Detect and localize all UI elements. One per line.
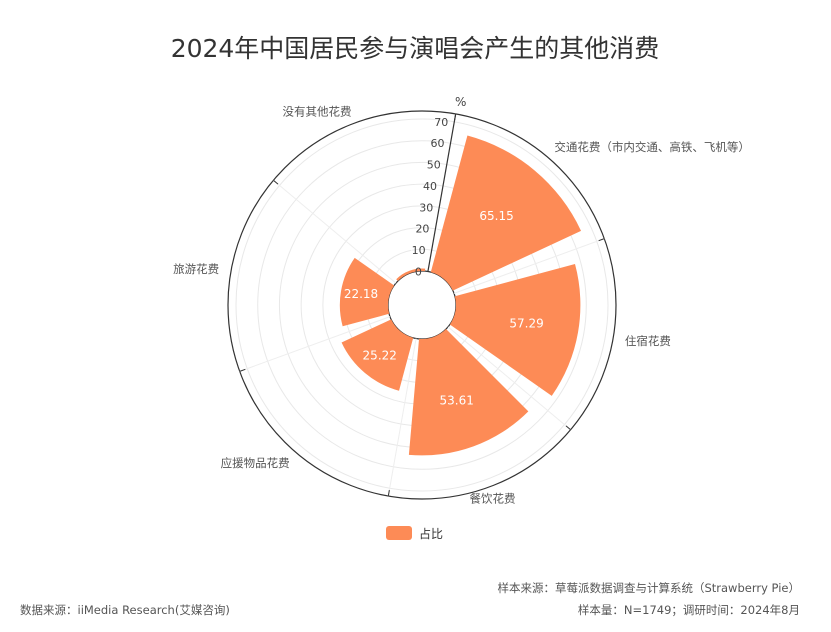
- bar: [430, 135, 582, 291]
- legend-label: 占比: [419, 526, 443, 541]
- outer-tick: [273, 179, 279, 185]
- sample-source: 样本来源：草莓派数据调查与计算系统（Strawberry Pie）: [497, 581, 800, 595]
- radial-tick-label: 70: [434, 116, 448, 129]
- inner-ring: [387, 270, 457, 340]
- chart-title: 2024年中国居民参与演唱会产生的其他消费: [171, 34, 660, 63]
- bar-value-label: 53.61: [440, 393, 474, 407]
- outer-tick: [239, 368, 246, 372]
- bar-value-label: 65.15: [479, 209, 513, 223]
- grid-spoke: [273, 179, 397, 284]
- outer-ring: [227, 110, 617, 500]
- grid-ring: [257, 140, 587, 470]
- grid-spoke: [239, 316, 391, 372]
- radial-tick-label: 10: [412, 244, 426, 257]
- radial-axis-line: [427, 113, 457, 272]
- radial-unit-label: %: [455, 95, 466, 109]
- radial-tick-label: 0: [415, 266, 422, 279]
- legend-swatch: [386, 526, 412, 540]
- bar-value-label: 1.14: [387, 240, 414, 254]
- bars-group: [339, 135, 582, 456]
- grid-ring: [235, 118, 609, 492]
- bar: [341, 319, 414, 391]
- category-label: 住宿花费: [625, 334, 671, 348]
- bar: [408, 329, 529, 456]
- bar: [339, 257, 395, 327]
- sample-info: 样本量：N=1749；调研时间：2024年8月: [578, 603, 800, 617]
- grid-spoke: [447, 326, 571, 431]
- category-label: 交通花费（市内交通、高铁、飞机等）: [554, 140, 750, 154]
- category-label: 旅游花费: [173, 262, 219, 276]
- data-source: 数据来源：iiMedia Research(艾媒咨询): [20, 603, 230, 617]
- bar-value-label: 57.29: [509, 316, 543, 330]
- category-label: 应援物品花费: [221, 456, 290, 470]
- outer-tick: [565, 425, 571, 431]
- radial-tick-label: 40: [423, 180, 437, 193]
- bar-value-label: 25.22: [363, 348, 397, 362]
- grid-spoke: [453, 238, 605, 294]
- bar-value-label: 22.18: [344, 287, 378, 301]
- outer-tick: [598, 238, 605, 242]
- grid-spoke: [387, 338, 417, 497]
- outer-tick: [387, 490, 390, 497]
- category-label: 没有其他花费: [283, 104, 352, 118]
- radial-tick-label: 30: [419, 201, 433, 214]
- radial-tick-label: 50: [427, 159, 441, 172]
- legend[interactable]: 占比: [386, 526, 443, 541]
- radial-tick-label: 20: [415, 223, 429, 236]
- radial-axis: 0 10 20 30 40 50 60 70%: [412, 95, 467, 278]
- bar: [396, 268, 426, 281]
- bar: [449, 264, 581, 396]
- category-label: 餐饮花费: [469, 492, 515, 506]
- radial-tick-label: 60: [431, 137, 445, 150]
- bar-labels-group: 65.15 57.29 53.61 25.22 22.18 1.14: [344, 209, 544, 407]
